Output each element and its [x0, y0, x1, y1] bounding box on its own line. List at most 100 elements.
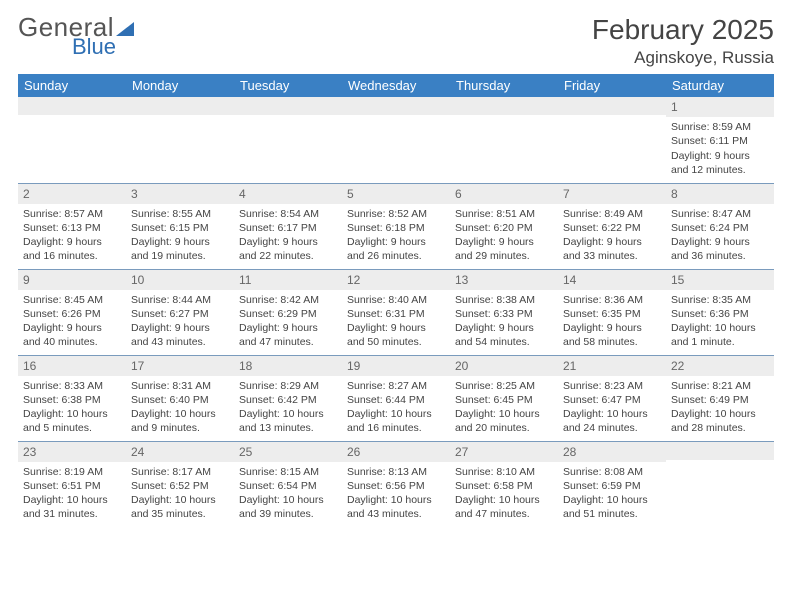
sunset-text: Sunset: 6:20 PM [455, 221, 553, 235]
day-body: Sunrise: 8:08 AMSunset: 6:59 PMDaylight:… [558, 464, 666, 526]
logo: General Blue [18, 14, 134, 60]
day-cell: 23Sunrise: 8:19 AMSunset: 6:51 PMDayligh… [18, 441, 126, 527]
day-cell [342, 97, 450, 183]
day-number [666, 442, 774, 460]
daylight-text: Daylight: 10 hours and 24 minutes. [563, 407, 661, 435]
day-body: Sunrise: 8:23 AMSunset: 6:47 PMDaylight:… [558, 378, 666, 440]
daylight-text: Daylight: 10 hours and 35 minutes. [131, 493, 229, 521]
sunset-text: Sunset: 6:11 PM [671, 134, 769, 148]
daylight-text: Daylight: 10 hours and 39 minutes. [239, 493, 337, 521]
day-cell: 24Sunrise: 8:17 AMSunset: 6:52 PMDayligh… [126, 441, 234, 527]
day-body: Sunrise: 8:17 AMSunset: 6:52 PMDaylight:… [126, 464, 234, 526]
day-number: 23 [18, 442, 126, 462]
daylight-text: Daylight: 9 hours and 29 minutes. [455, 235, 553, 263]
sunset-text: Sunset: 6:27 PM [131, 307, 229, 321]
day-body [18, 117, 126, 167]
sunset-text: Sunset: 6:51 PM [23, 479, 121, 493]
sunrise-text: Sunrise: 8:10 AM [455, 465, 553, 479]
sunset-text: Sunset: 6:22 PM [563, 221, 661, 235]
sunset-text: Sunset: 6:13 PM [23, 221, 121, 235]
sunrise-text: Sunrise: 8:31 AM [131, 379, 229, 393]
sunrise-text: Sunrise: 8:08 AM [563, 465, 661, 479]
daylight-text: Daylight: 10 hours and 5 minutes. [23, 407, 121, 435]
sunset-text: Sunset: 6:17 PM [239, 221, 337, 235]
day-cell: 19Sunrise: 8:27 AMSunset: 6:44 PMDayligh… [342, 355, 450, 441]
day-number: 3 [126, 184, 234, 204]
sunrise-text: Sunrise: 8:54 AM [239, 207, 337, 221]
day-cell: 25Sunrise: 8:15 AMSunset: 6:54 PMDayligh… [234, 441, 342, 527]
day-body: Sunrise: 8:44 AMSunset: 6:27 PMDaylight:… [126, 292, 234, 354]
daylight-text: Daylight: 9 hours and 54 minutes. [455, 321, 553, 349]
sunrise-text: Sunrise: 8:47 AM [671, 207, 769, 221]
day-cell: 16Sunrise: 8:33 AMSunset: 6:38 PMDayligh… [18, 355, 126, 441]
col-header-tuesday: Tuesday [234, 74, 342, 97]
day-cell: 5Sunrise: 8:52 AMSunset: 6:18 PMDaylight… [342, 183, 450, 269]
day-number: 21 [558, 356, 666, 376]
header: General Blue February 2025 Aginskoye, Ru… [18, 14, 774, 68]
day-cell [558, 97, 666, 183]
day-body: Sunrise: 8:33 AMSunset: 6:38 PMDaylight:… [18, 378, 126, 440]
day-body: Sunrise: 8:47 AMSunset: 6:24 PMDaylight:… [666, 206, 774, 268]
week-row: 23Sunrise: 8:19 AMSunset: 6:51 PMDayligh… [18, 441, 774, 527]
day-cell: 14Sunrise: 8:36 AMSunset: 6:35 PMDayligh… [558, 269, 666, 355]
day-number: 14 [558, 270, 666, 290]
sunset-text: Sunset: 6:15 PM [131, 221, 229, 235]
day-number: 10 [126, 270, 234, 290]
sunrise-text: Sunrise: 8:15 AM [239, 465, 337, 479]
day-body [450, 117, 558, 167]
day-body: Sunrise: 8:10 AMSunset: 6:58 PMDaylight:… [450, 464, 558, 526]
daylight-text: Daylight: 10 hours and 31 minutes. [23, 493, 121, 521]
sunset-text: Sunset: 6:45 PM [455, 393, 553, 407]
day-number: 1 [666, 97, 774, 117]
col-header-monday: Monday [126, 74, 234, 97]
col-header-saturday: Saturday [666, 74, 774, 97]
day-cell [126, 97, 234, 183]
daylight-text: Daylight: 10 hours and 47 minutes. [455, 493, 553, 521]
sunrise-text: Sunrise: 8:51 AM [455, 207, 553, 221]
calendar-head: SundayMondayTuesdayWednesdayThursdayFrid… [18, 74, 774, 97]
day-cell: 10Sunrise: 8:44 AMSunset: 6:27 PMDayligh… [126, 269, 234, 355]
day-cell: 17Sunrise: 8:31 AMSunset: 6:40 PMDayligh… [126, 355, 234, 441]
day-cell: 27Sunrise: 8:10 AMSunset: 6:58 PMDayligh… [450, 441, 558, 527]
sunset-text: Sunset: 6:29 PM [239, 307, 337, 321]
day-body: Sunrise: 8:21 AMSunset: 6:49 PMDaylight:… [666, 378, 774, 440]
week-row: 2Sunrise: 8:57 AMSunset: 6:13 PMDaylight… [18, 183, 774, 269]
day-body: Sunrise: 8:25 AMSunset: 6:45 PMDaylight:… [450, 378, 558, 440]
day-number: 9 [18, 270, 126, 290]
day-cell: 1Sunrise: 8:59 AMSunset: 6:11 PMDaylight… [666, 97, 774, 183]
day-number: 24 [126, 442, 234, 462]
sunset-text: Sunset: 6:18 PM [347, 221, 445, 235]
day-body: Sunrise: 8:36 AMSunset: 6:35 PMDaylight:… [558, 292, 666, 354]
daylight-text: Daylight: 10 hours and 51 minutes. [563, 493, 661, 521]
day-cell [450, 97, 558, 183]
sunset-text: Sunset: 6:31 PM [347, 307, 445, 321]
day-cell [234, 97, 342, 183]
sunrise-text: Sunrise: 8:38 AM [455, 293, 553, 307]
day-cell [18, 97, 126, 183]
day-number: 7 [558, 184, 666, 204]
day-cell: 20Sunrise: 8:25 AMSunset: 6:45 PMDayligh… [450, 355, 558, 441]
day-number: 16 [18, 356, 126, 376]
day-cell: 7Sunrise: 8:49 AMSunset: 6:22 PMDaylight… [558, 183, 666, 269]
sunrise-text: Sunrise: 8:29 AM [239, 379, 337, 393]
day-body: Sunrise: 8:52 AMSunset: 6:18 PMDaylight:… [342, 206, 450, 268]
day-cell [666, 441, 774, 527]
day-body: Sunrise: 8:29 AMSunset: 6:42 PMDaylight:… [234, 378, 342, 440]
day-number: 11 [234, 270, 342, 290]
daylight-text: Daylight: 10 hours and 16 minutes. [347, 407, 445, 435]
day-cell: 11Sunrise: 8:42 AMSunset: 6:29 PMDayligh… [234, 269, 342, 355]
col-header-friday: Friday [558, 74, 666, 97]
daylight-text: Daylight: 10 hours and 20 minutes. [455, 407, 553, 435]
day-number [126, 97, 234, 115]
day-cell: 6 Sunrise: 8:51 AMSunset: 6:20 PMDaylight… [450, 183, 558, 269]
day-number [18, 97, 126, 115]
col-header-sunday: Sunday [18, 74, 126, 97]
week-row: 1Sunrise: 8:59 AMSunset: 6:11 PMDaylight… [18, 97, 774, 183]
day-number: 6 [450, 184, 558, 204]
day-body: Sunrise: 8:42 AMSunset: 6:29 PMDaylight:… [234, 292, 342, 354]
col-header-wednesday: Wednesday [342, 74, 450, 97]
day-cell: 3Sunrise: 8:55 AMSunset: 6:15 PMDaylight… [126, 183, 234, 269]
daylight-text: Daylight: 9 hours and 26 minutes. [347, 235, 445, 263]
sunset-text: Sunset: 6:26 PM [23, 307, 121, 321]
day-number: 17 [126, 356, 234, 376]
